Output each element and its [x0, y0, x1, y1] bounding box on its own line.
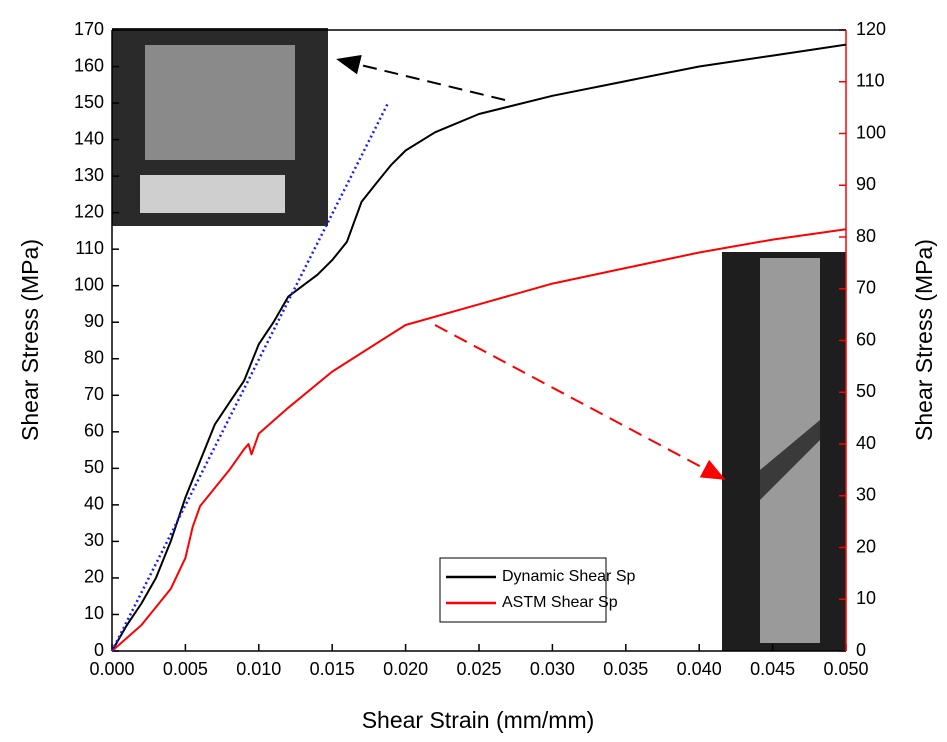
- y2-tick-label: 20: [856, 536, 876, 556]
- inset-images: [112, 28, 846, 651]
- x-tick-label: 0.030: [530, 659, 575, 679]
- legend-label: ASTM Shear Sp: [502, 594, 618, 611]
- y-axis-title: Shear Stress (MPa): [17, 239, 43, 441]
- legend-box: [439, 557, 607, 623]
- y2-tick-label: 90: [856, 174, 876, 194]
- x-tick-label: 0.010: [236, 659, 281, 679]
- y-tick-label: 130: [74, 165, 104, 185]
- y2-tick-label: 60: [856, 329, 876, 349]
- x-tick-label: 0.005: [163, 659, 208, 679]
- y2-tick-label: 50: [856, 381, 876, 401]
- series-line: [111, 43, 847, 652]
- arrow: [336, 54, 506, 101]
- y-tick-label: 40: [84, 494, 104, 514]
- y-tick-label: 50: [84, 457, 104, 477]
- inset-shear-band: [760, 420, 820, 500]
- y-tick-label: 160: [74, 55, 104, 75]
- y-tick-label: 0: [94, 640, 104, 660]
- x-tick-label: 0.035: [603, 659, 648, 679]
- y2-tick-label: 40: [856, 433, 876, 453]
- y-tick-label: 70: [84, 384, 104, 404]
- x-tick-label: 0.045: [750, 659, 795, 679]
- y-tick-label: 100: [74, 274, 104, 294]
- y-tick-label: 110: [75, 238, 104, 258]
- y-tick-label: 80: [84, 348, 104, 368]
- y-tick-label: 170: [74, 19, 104, 39]
- inset-specimen: [145, 45, 295, 160]
- x-tick-label: 0.000: [89, 659, 134, 679]
- legend-label: Dynamic Shear Sp: [502, 568, 635, 585]
- y2-tick-label: 10: [856, 588, 876, 608]
- y2-tick-label: 110: [856, 71, 885, 91]
- x-tick-label: 0.050: [823, 659, 868, 679]
- y2-tick-label: 80: [856, 226, 876, 246]
- x-tick-label: 0.040: [677, 659, 722, 679]
- y-tick-label: 90: [84, 311, 104, 331]
- y2-tick-label: 120: [856, 19, 886, 39]
- y-tick-label: 150: [74, 92, 104, 112]
- arrow: [434, 324, 726, 480]
- inset-grip: [140, 175, 285, 213]
- y-tick-label: 120: [74, 201, 104, 221]
- x-tick-label: 0.015: [310, 659, 355, 679]
- y2-tick-label: 30: [856, 485, 876, 505]
- y2-tick-label: 70: [856, 278, 876, 298]
- y2-axis-title: Shear Stress (MPa): [911, 239, 937, 441]
- series-line: [110, 102, 390, 652]
- x-tick-label: 0.020: [383, 659, 428, 679]
- x-tick-label: 0.025: [456, 659, 501, 679]
- y-tick-label: 140: [74, 128, 104, 148]
- y-tick-label: 10: [84, 603, 104, 623]
- y2-tick-label: 100: [856, 122, 886, 142]
- series-line: [111, 228, 847, 652]
- y-tick-label: 20: [84, 567, 104, 587]
- y-tick-label: 30: [84, 530, 104, 550]
- x-axis-title: Shear Strain (mm/mm): [362, 707, 595, 733]
- y2-tick-label: 0: [856, 640, 866, 660]
- y-tick-label: 60: [84, 421, 104, 441]
